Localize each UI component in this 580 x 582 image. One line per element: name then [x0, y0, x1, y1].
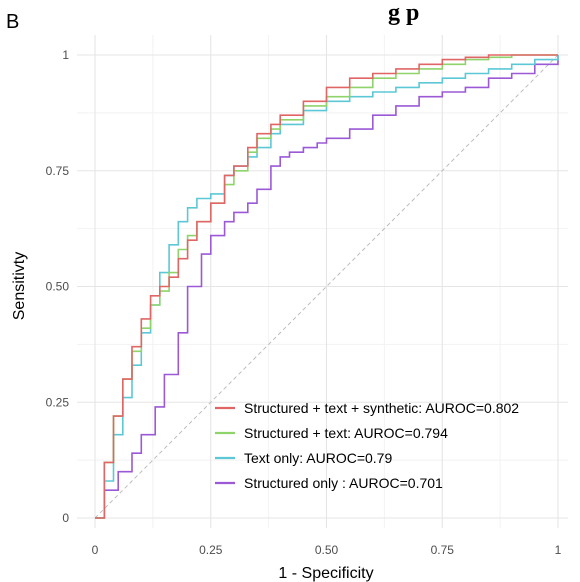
- y-tick-label: 0.50: [46, 280, 70, 294]
- x-tick-label: 0.75: [431, 543, 455, 557]
- x-axis-title: 1 - Specificity: [278, 565, 373, 582]
- x-axis-ticks: 0 0.25 0.50 0.75 1: [92, 543, 562, 557]
- roc-curve-line: [95, 55, 559, 519]
- cut-off-title: g p: [388, 0, 419, 26]
- roc-curve-line: [95, 54, 558, 519]
- legend: Structured + text + synthetic: AUROC=0.8…: [215, 400, 519, 491]
- x-tick-label: 0: [92, 543, 99, 557]
- plot-grid: [77, 35, 568, 528]
- y-axis-ticks: 0 0.25 0.50 0.75 1: [46, 48, 70, 525]
- y-tick-label: 0: [62, 511, 69, 525]
- y-tick-label: 1: [62, 48, 69, 62]
- x-tick-label: 0.25: [199, 543, 223, 557]
- x-tick-label: 0.50: [315, 543, 339, 557]
- x-tick-label: 1: [555, 543, 562, 557]
- y-axis-title: Sensitivty: [11, 252, 28, 320]
- legend-label: Structured + text: AUROC=0.794: [244, 425, 448, 441]
- legend-label: Structured + text + synthetic: AUROC=0.8…: [244, 400, 519, 416]
- legend-label: Text only: AUROC=0.79: [244, 450, 392, 466]
- y-tick-label: 0.25: [46, 395, 70, 409]
- y-tick-label: 0.75: [46, 164, 70, 178]
- panel-label: B: [6, 11, 19, 33]
- roc-curves: [95, 54, 559, 519]
- legend-label: Structured only : AUROC=0.701: [244, 475, 443, 491]
